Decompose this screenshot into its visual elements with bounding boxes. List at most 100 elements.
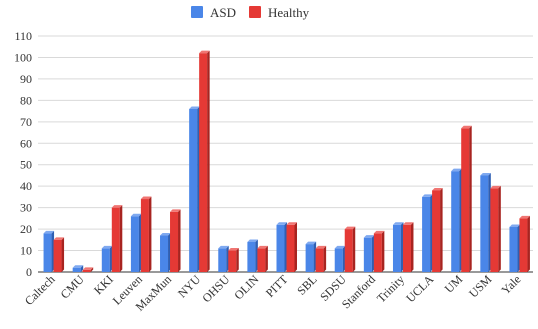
bar-face xyxy=(218,248,227,272)
bar-healthy-sdsu xyxy=(344,226,356,272)
bar-side xyxy=(381,230,385,272)
bar-face xyxy=(392,224,401,272)
bar-side xyxy=(527,215,530,272)
bar-top xyxy=(344,226,356,230)
bar-side xyxy=(459,168,462,272)
bar-healthy-um xyxy=(461,125,472,272)
bar-side xyxy=(61,237,65,272)
bar-side xyxy=(323,245,327,272)
bar-healthy-usm xyxy=(490,185,501,272)
bar-face xyxy=(286,224,295,272)
bar-face xyxy=(111,207,120,272)
bar-top xyxy=(82,267,94,270)
bar-asd-pitt xyxy=(276,222,287,272)
bar-healthy-pitt xyxy=(286,222,297,272)
bar-top xyxy=(480,172,491,176)
bar-top xyxy=(43,230,55,234)
y-tick-label: 20 xyxy=(20,222,32,236)
bar-face xyxy=(480,175,489,272)
bar-face xyxy=(490,188,499,272)
bar-healthy-ohsu xyxy=(228,248,239,272)
bar-face xyxy=(305,244,314,272)
bar-top xyxy=(315,245,327,249)
bar-healthy-maxmun xyxy=(170,209,181,272)
bar-side xyxy=(197,106,200,272)
bar-side xyxy=(430,194,433,272)
bar-side xyxy=(207,50,210,272)
bar-top xyxy=(228,248,239,251)
bar-top xyxy=(363,235,375,238)
y-tick-label: 100 xyxy=(14,50,32,64)
bar-healthy-sbl xyxy=(315,245,327,272)
y-tick-label: 10 xyxy=(20,244,32,258)
bar-side xyxy=(488,172,491,272)
bar-asd-trinity xyxy=(392,222,404,272)
y-tick-label: 110 xyxy=(14,29,32,43)
x-tick-label: Trinity xyxy=(374,272,407,305)
y-tick-label: 90 xyxy=(20,72,32,86)
bar-top xyxy=(199,50,210,54)
bar-face xyxy=(451,171,460,272)
bar-healthy-kki xyxy=(111,205,123,272)
legend-label-healthy: Healthy xyxy=(268,5,310,20)
bar-asd-nyu xyxy=(189,106,200,272)
bar-face xyxy=(344,229,353,272)
y-tick-label: 80 xyxy=(20,93,32,107)
x-tick-label: UCLA xyxy=(403,272,436,305)
legend-swatch-healthy xyxy=(249,6,261,18)
bar-healthy-cmu xyxy=(82,267,94,272)
bar-face xyxy=(402,224,411,272)
bar-asd-kki xyxy=(101,245,113,272)
y-axis-ticks: 0 10 20 30 40 50 60 70 80 90 100 110 xyxy=(14,29,32,279)
bar-healthy-trinity xyxy=(402,222,414,272)
bar-asd-cmu xyxy=(72,265,84,272)
bar-top xyxy=(247,239,258,242)
y-tick-label: 50 xyxy=(20,158,32,172)
bar-healthy-caltech xyxy=(53,237,65,272)
x-tick-label: Yale xyxy=(498,272,523,297)
bar-top xyxy=(189,106,200,109)
x-tick-label: KKI xyxy=(91,272,116,297)
legend: ASD Healthy xyxy=(191,5,310,20)
bar-top xyxy=(519,215,530,219)
bar-top xyxy=(422,194,433,197)
legend-swatch-asd xyxy=(191,6,203,18)
legend-label-asd: ASD xyxy=(210,5,236,20)
bar-asd-stanford xyxy=(363,235,375,272)
bar-side xyxy=(236,248,239,272)
bar-healthy-ucla xyxy=(432,187,443,272)
bar-side xyxy=(148,196,152,272)
bar-face xyxy=(315,248,324,272)
bar-side xyxy=(168,233,171,272)
bar-face xyxy=(373,233,382,272)
x-tick-label: OHSU xyxy=(199,272,232,305)
x-tick-label: USM xyxy=(466,272,495,301)
bar-top xyxy=(305,241,317,245)
bar-side xyxy=(469,125,472,272)
bar-face xyxy=(363,237,372,272)
bar-side xyxy=(410,222,414,272)
bar-healthy-nyu xyxy=(199,50,210,272)
bar-top xyxy=(432,187,443,191)
bar-top xyxy=(373,230,385,234)
bar-top xyxy=(286,222,297,225)
bar-asd-sbl xyxy=(305,241,317,272)
bar-face xyxy=(53,239,62,272)
bar-side xyxy=(352,226,356,272)
bar-top xyxy=(451,168,462,172)
bar-side xyxy=(313,241,317,272)
bar-face xyxy=(461,128,470,272)
bar-top xyxy=(160,233,171,236)
bar-face xyxy=(170,211,179,272)
bar-side xyxy=(498,185,501,272)
bar-side xyxy=(517,224,520,272)
bar-face xyxy=(199,53,208,272)
bar-face xyxy=(247,241,256,272)
y-tick-label: 60 xyxy=(20,136,32,150)
bar-side xyxy=(226,245,229,272)
bar-side xyxy=(342,245,346,272)
bar-top xyxy=(276,222,287,225)
bar-face xyxy=(82,269,91,272)
